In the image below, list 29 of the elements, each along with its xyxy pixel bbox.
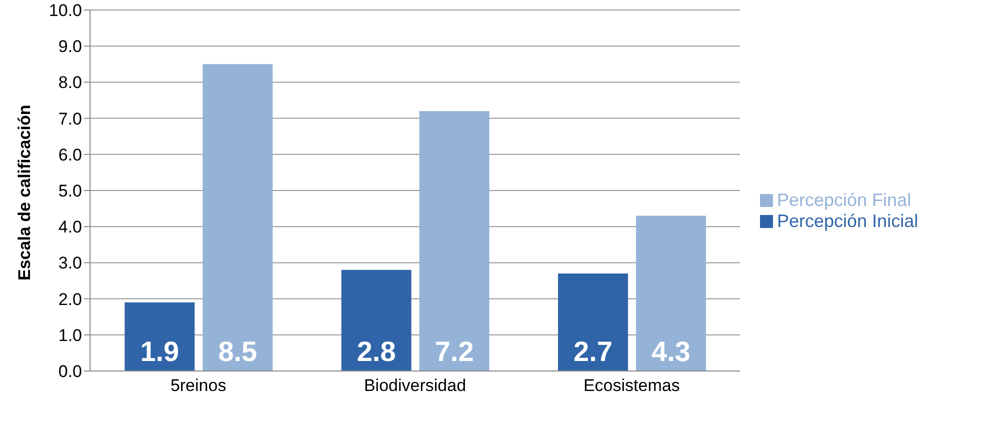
bar [341,270,412,371]
y-tick-label: 2.0 [58,290,82,309]
y-tick-label: 5.0 [58,182,82,201]
legend-label: Percepción Inicial [777,210,918,230]
y-tick-label: 9.0 [58,37,82,56]
data-label: 1.9 [140,336,180,367]
data-label: 4.3 [652,336,690,367]
bar [558,274,628,371]
y-tick-label: 8.0 [58,73,82,92]
y-tick-label: 3.0 [58,254,82,273]
bar [636,216,706,371]
y-tick-label: 4.0 [58,218,82,237]
x-tick-label: 5reinos [170,376,226,396]
data-label: 2.7 [574,336,612,367]
y-tick-label: 7.0 [58,109,82,128]
legend-label: Percepción Final [777,190,912,210]
data-label: 2.8 [356,336,396,367]
y-tick-label: 1.0 [58,326,82,345]
bar [202,64,273,371]
y-tick-label: 0.0 [58,362,82,382]
x-tick-label: Ecosistemas [583,376,680,396]
y-tick-label: 6.0 [58,145,82,164]
bar [124,302,195,371]
y-axis-title: Escala de calificación [15,104,34,280]
data-label: 7.2 [434,336,474,367]
x-tick-label: Biodiversidad [364,376,466,396]
bar [419,111,490,371]
y-tick-label: 10.0 [48,1,82,20]
data-label: 8.5 [218,336,258,367]
